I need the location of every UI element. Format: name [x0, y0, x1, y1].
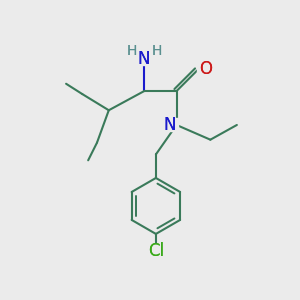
Bar — [197, 62, 214, 76]
Bar — [148, 244, 164, 257]
Bar — [162, 118, 178, 131]
Text: H: H — [151, 44, 162, 58]
Text: H: H — [127, 44, 137, 58]
Text: H: H — [151, 44, 162, 58]
Bar — [136, 52, 152, 65]
Text: N: N — [138, 50, 150, 68]
Text: N: N — [164, 116, 176, 134]
Text: H: H — [127, 44, 137, 58]
Text: O: O — [199, 60, 212, 78]
Text: N: N — [164, 116, 176, 134]
Text: Cl: Cl — [148, 242, 164, 260]
Text: O: O — [199, 60, 212, 78]
Text: Cl: Cl — [148, 242, 164, 260]
Text: N: N — [138, 50, 150, 68]
